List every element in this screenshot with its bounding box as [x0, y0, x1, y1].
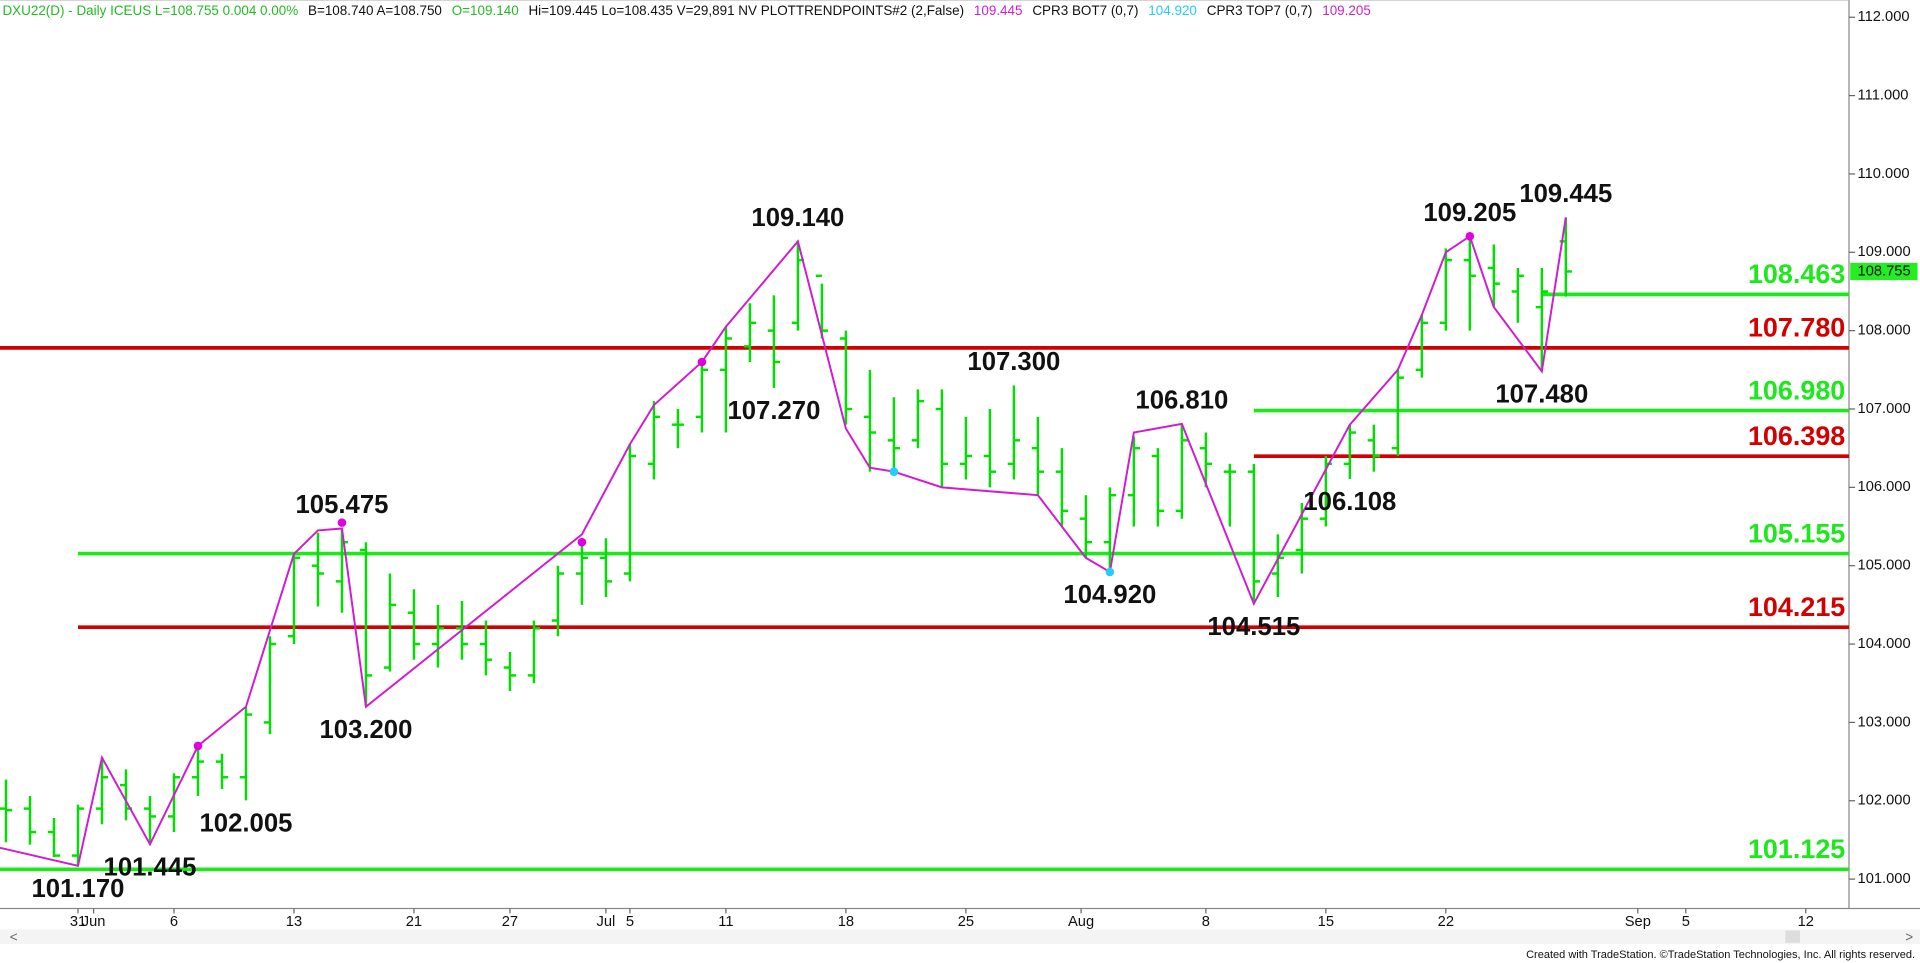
price-annotation: 109.205 [1423, 199, 1516, 227]
scroll-track[interactable] [0, 929, 1920, 945]
price-annotation: 101.170 [32, 875, 125, 903]
header-segment: 109.445 [974, 3, 1023, 18]
header-segment: CPR3 TOP7 (0,7) [1207, 3, 1313, 18]
price-annotation: 103.200 [319, 716, 412, 744]
price-annotation: 102.005 [200, 810, 293, 838]
y-tick-label: 110.000 [1858, 166, 1910, 182]
plot: 101.000 102.000 103.000 104.000 105.000 106.0… [0, 9, 1918, 930]
x-tick-label: Sep [1625, 914, 1651, 930]
y-tick-label: 108.000 [1858, 323, 1911, 339]
last-price-label: 108.755 [1858, 263, 1911, 279]
x-tick-label: 18 [838, 914, 854, 930]
level-label: 105.155 [1748, 518, 1845, 548]
header: DXU22(D) - Daily ICEUS L=108.755 0.004 0… [2, 3, 1370, 18]
price-annotation: 101.445 [104, 854, 197, 882]
trend-point [889, 467, 899, 476]
trend-point [697, 357, 707, 367]
y-tick-label: 101.000 [1858, 871, 1911, 887]
trend-point [1465, 231, 1475, 241]
header-segment: 109.205 [1322, 3, 1371, 18]
price-annotation: 107.270 [727, 397, 820, 425]
level-label: 106.398 [1748, 421, 1845, 451]
trend-line [0, 217, 1567, 867]
x-tick-label: 21 [406, 914, 422, 930]
trend-point [337, 518, 347, 527]
header-segment: Hi=109.445 Lo=108.435 V=29,891 NV PLOTTR… [528, 3, 964, 18]
price-annotation: 106.810 [1135, 387, 1228, 415]
x-tick-label: 8 [1202, 914, 1210, 930]
x-tick-label: 13 [286, 914, 302, 930]
y-tick-label: 105.000 [1858, 558, 1911, 574]
level-label: 107.780 [1748, 313, 1845, 343]
x-tick-label: 5 [626, 914, 634, 930]
x-tick-label: 25 [958, 914, 974, 930]
x-tick-label: 5 [1682, 914, 1690, 930]
header-segment: DXU22(D) - Daily ICEUS L=108.755 0.004 0… [2, 3, 298, 18]
x-tick-label: 12 [1798, 914, 1814, 930]
price-annotation: 105.475 [295, 491, 388, 519]
header-segment: CPR3 BOT7 (0,7) [1032, 3, 1138, 18]
header-segment: O=109.140 [452, 3, 519, 18]
y-tick-label: 106.000 [1858, 479, 1911, 495]
y-tick-label: 102.000 [1858, 793, 1911, 809]
price-annotation: 104.515 [1207, 613, 1300, 641]
header-segment: B=108.740 A=108.750 [308, 3, 442, 18]
level-label: 104.215 [1748, 592, 1845, 622]
scroll-left[interactable]: < [10, 929, 18, 944]
x-tick-label: 31 [70, 914, 86, 930]
trend-point [193, 741, 203, 751]
level-label: 108.463 [1748, 259, 1845, 289]
trend-point [1105, 567, 1115, 577]
price-annotation: 106.108 [1303, 488, 1396, 516]
trend-point [577, 537, 587, 547]
y-tick-label: 104.000 [1858, 636, 1911, 652]
y-tick-label: 111.000 [1858, 87, 1909, 103]
y-tick-label: 107.000 [1858, 401, 1911, 417]
x-tick-label: 27 [502, 914, 518, 930]
price-annotation: 109.445 [1519, 180, 1612, 208]
footer: Created with TradeStation. ©TradeStation… [1526, 949, 1915, 961]
scroll-right[interactable]: > [1905, 929, 1913, 944]
y-tick-label: 109.000 [1858, 244, 1911, 260]
y-tick-label: 112.000 [1858, 9, 1910, 25]
price-annotation: 107.300 [967, 348, 1060, 376]
scroll-thumb[interactable] [1785, 930, 1800, 943]
price-annotation: 104.920 [1063, 581, 1156, 609]
y-tick-label: 103.000 [1858, 714, 1911, 730]
x-tick-label: 22 [1438, 914, 1454, 930]
x-tick-label: 11 [718, 914, 733, 930]
x-tick-label: 15 [1318, 914, 1334, 930]
scrollbar[interactable]: < > [0, 929, 1920, 944]
x-tick-label: Jun [82, 914, 106, 930]
level-label: 101.125 [1748, 834, 1845, 864]
level-label: 106.980 [1748, 375, 1845, 405]
price-annotation: 109.140 [751, 204, 844, 232]
header-segment: 104.920 [1148, 3, 1197, 18]
x-tick-label: 6 [170, 914, 178, 930]
x-tick-label: Jul [597, 914, 616, 930]
last-price-box [1850, 262, 1918, 281]
x-tick-label: Aug [1068, 914, 1094, 930]
price-annotation: 107.480 [1495, 381, 1588, 409]
